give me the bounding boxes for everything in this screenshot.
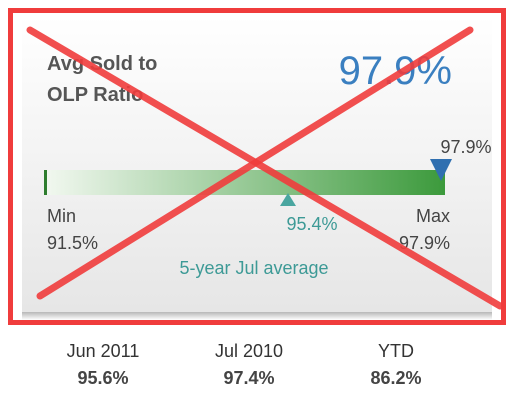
period-value: 95.6% [77, 368, 128, 388]
max-label: Max [416, 206, 450, 226]
period: Jul 2010 [215, 341, 283, 361]
average-marker [280, 193, 296, 206]
period: Jun 2011 [67, 341, 140, 361]
caption: 5-year Jul average [179, 258, 328, 278]
cross-line [36, 26, 474, 300]
period-value: 97.4% [223, 368, 274, 388]
max-value: 97.9% [399, 233, 450, 253]
min-label: Min [47, 206, 76, 226]
title-line: OLP Ratio [47, 84, 143, 106]
cross-line [26, 26, 504, 310]
current-label: 97.9% [440, 137, 491, 157]
current-marker [430, 159, 452, 181]
red-border [8, 8, 506, 325]
average-label: 95.4% [286, 214, 337, 234]
gauge-start [44, 170, 47, 195]
gauge-bar [45, 170, 445, 195]
period-value: 86.2% [370, 368, 421, 388]
card-shadow [22, 312, 492, 320]
min-value: 91.5% [47, 233, 98, 253]
period: YTD [378, 341, 414, 361]
